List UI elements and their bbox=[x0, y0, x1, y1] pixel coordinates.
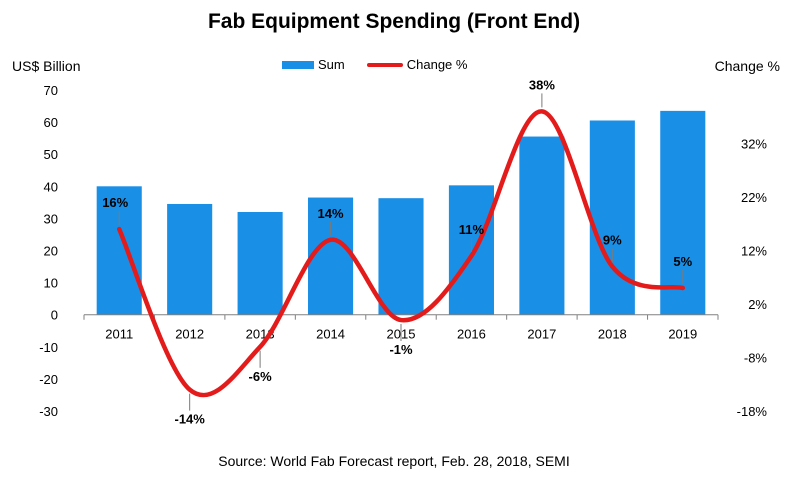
data-label-2016: 11% bbox=[459, 222, 485, 237]
bar-2013 bbox=[237, 211, 283, 315]
bar-2017 bbox=[519, 136, 565, 315]
y2-tick-label: 12% bbox=[741, 244, 767, 259]
legend: Sum Change % bbox=[282, 57, 489, 72]
y-tick-label: -20 bbox=[39, 372, 58, 387]
legend-label-sum: Sum bbox=[318, 57, 345, 72]
data-label-2014: 14% bbox=[318, 206, 344, 221]
data-label-2013: -6% bbox=[249, 369, 273, 384]
y2-tick-label: 2% bbox=[748, 297, 767, 312]
data-label-2012: -14% bbox=[174, 412, 205, 427]
chart-title: Fab Equipment Spending (Front End) bbox=[207, 10, 581, 33]
y-tick-label: 70 bbox=[44, 83, 58, 98]
data-label-2011: 16% bbox=[102, 195, 128, 210]
y-axis-left-title: US$ Billion bbox=[12, 58, 81, 74]
y2-tick-label: -8% bbox=[744, 351, 768, 366]
data-label-layer: 16% -14% -6% 14% -1% 11% 38% 9% 5% bbox=[102, 77, 692, 426]
y-axis-right-title: Change % bbox=[714, 58, 780, 74]
y-tick-label: 0 bbox=[51, 308, 58, 323]
y-tick-label: 60 bbox=[44, 115, 58, 130]
bar-2012 bbox=[167, 203, 213, 315]
y-tick-label: -30 bbox=[39, 404, 58, 419]
legend-item-change: Change % bbox=[366, 57, 468, 72]
source-note: Source: World Fab Forecast report, Feb. … bbox=[218, 453, 570, 469]
legend-label-change: Change % bbox=[406, 57, 468, 72]
y-tick-label: -10 bbox=[39, 340, 58, 355]
y-tick-label: 20 bbox=[44, 244, 58, 259]
x-tick-label-2014: 2014 bbox=[316, 327, 345, 342]
x-tick-label-2011: 2011 bbox=[105, 327, 133, 342]
line-layer bbox=[116, 109, 686, 398]
legend-swatch-sum bbox=[282, 60, 314, 69]
data-label-2019: 5% bbox=[673, 254, 692, 269]
legend-item-sum: Sum bbox=[282, 57, 345, 72]
axis-layer: 2011 2012 2013 2014 2015 2016 2017 2018 2019-30-… bbox=[39, 83, 767, 419]
y2-tick-label: -18% bbox=[737, 404, 768, 419]
bar-2018 bbox=[589, 120, 635, 315]
legend-swatch-change bbox=[366, 62, 403, 67]
y-tick-label: 50 bbox=[44, 147, 58, 162]
bar-2015 bbox=[378, 198, 424, 315]
bar-2019 bbox=[660, 110, 706, 315]
data-label-2017: 38% bbox=[529, 77, 555, 92]
line-change-percent bbox=[116, 109, 686, 398]
data-label-2018: 9% bbox=[603, 233, 622, 248]
x-tick-label-2016: 2016 bbox=[457, 327, 486, 342]
x-tick-label-2019: 2019 bbox=[668, 327, 697, 342]
y-tick-label: 30 bbox=[44, 211, 58, 226]
bar-layer bbox=[96, 110, 706, 315]
y2-tick-label: 32% bbox=[741, 137, 767, 152]
data-label-2015: -1% bbox=[389, 342, 413, 357]
y2-tick-label: 22% bbox=[741, 190, 767, 205]
y-tick-label: 10 bbox=[44, 276, 58, 291]
x-tick-label-2017: 2017 bbox=[527, 327, 556, 342]
bar-2011 bbox=[96, 186, 142, 315]
x-tick-label-2018: 2018 bbox=[598, 327, 627, 342]
y-tick-label: 40 bbox=[44, 179, 58, 194]
x-tick-label-2012: 2012 bbox=[175, 327, 204, 342]
bar-2014 bbox=[308, 197, 354, 315]
